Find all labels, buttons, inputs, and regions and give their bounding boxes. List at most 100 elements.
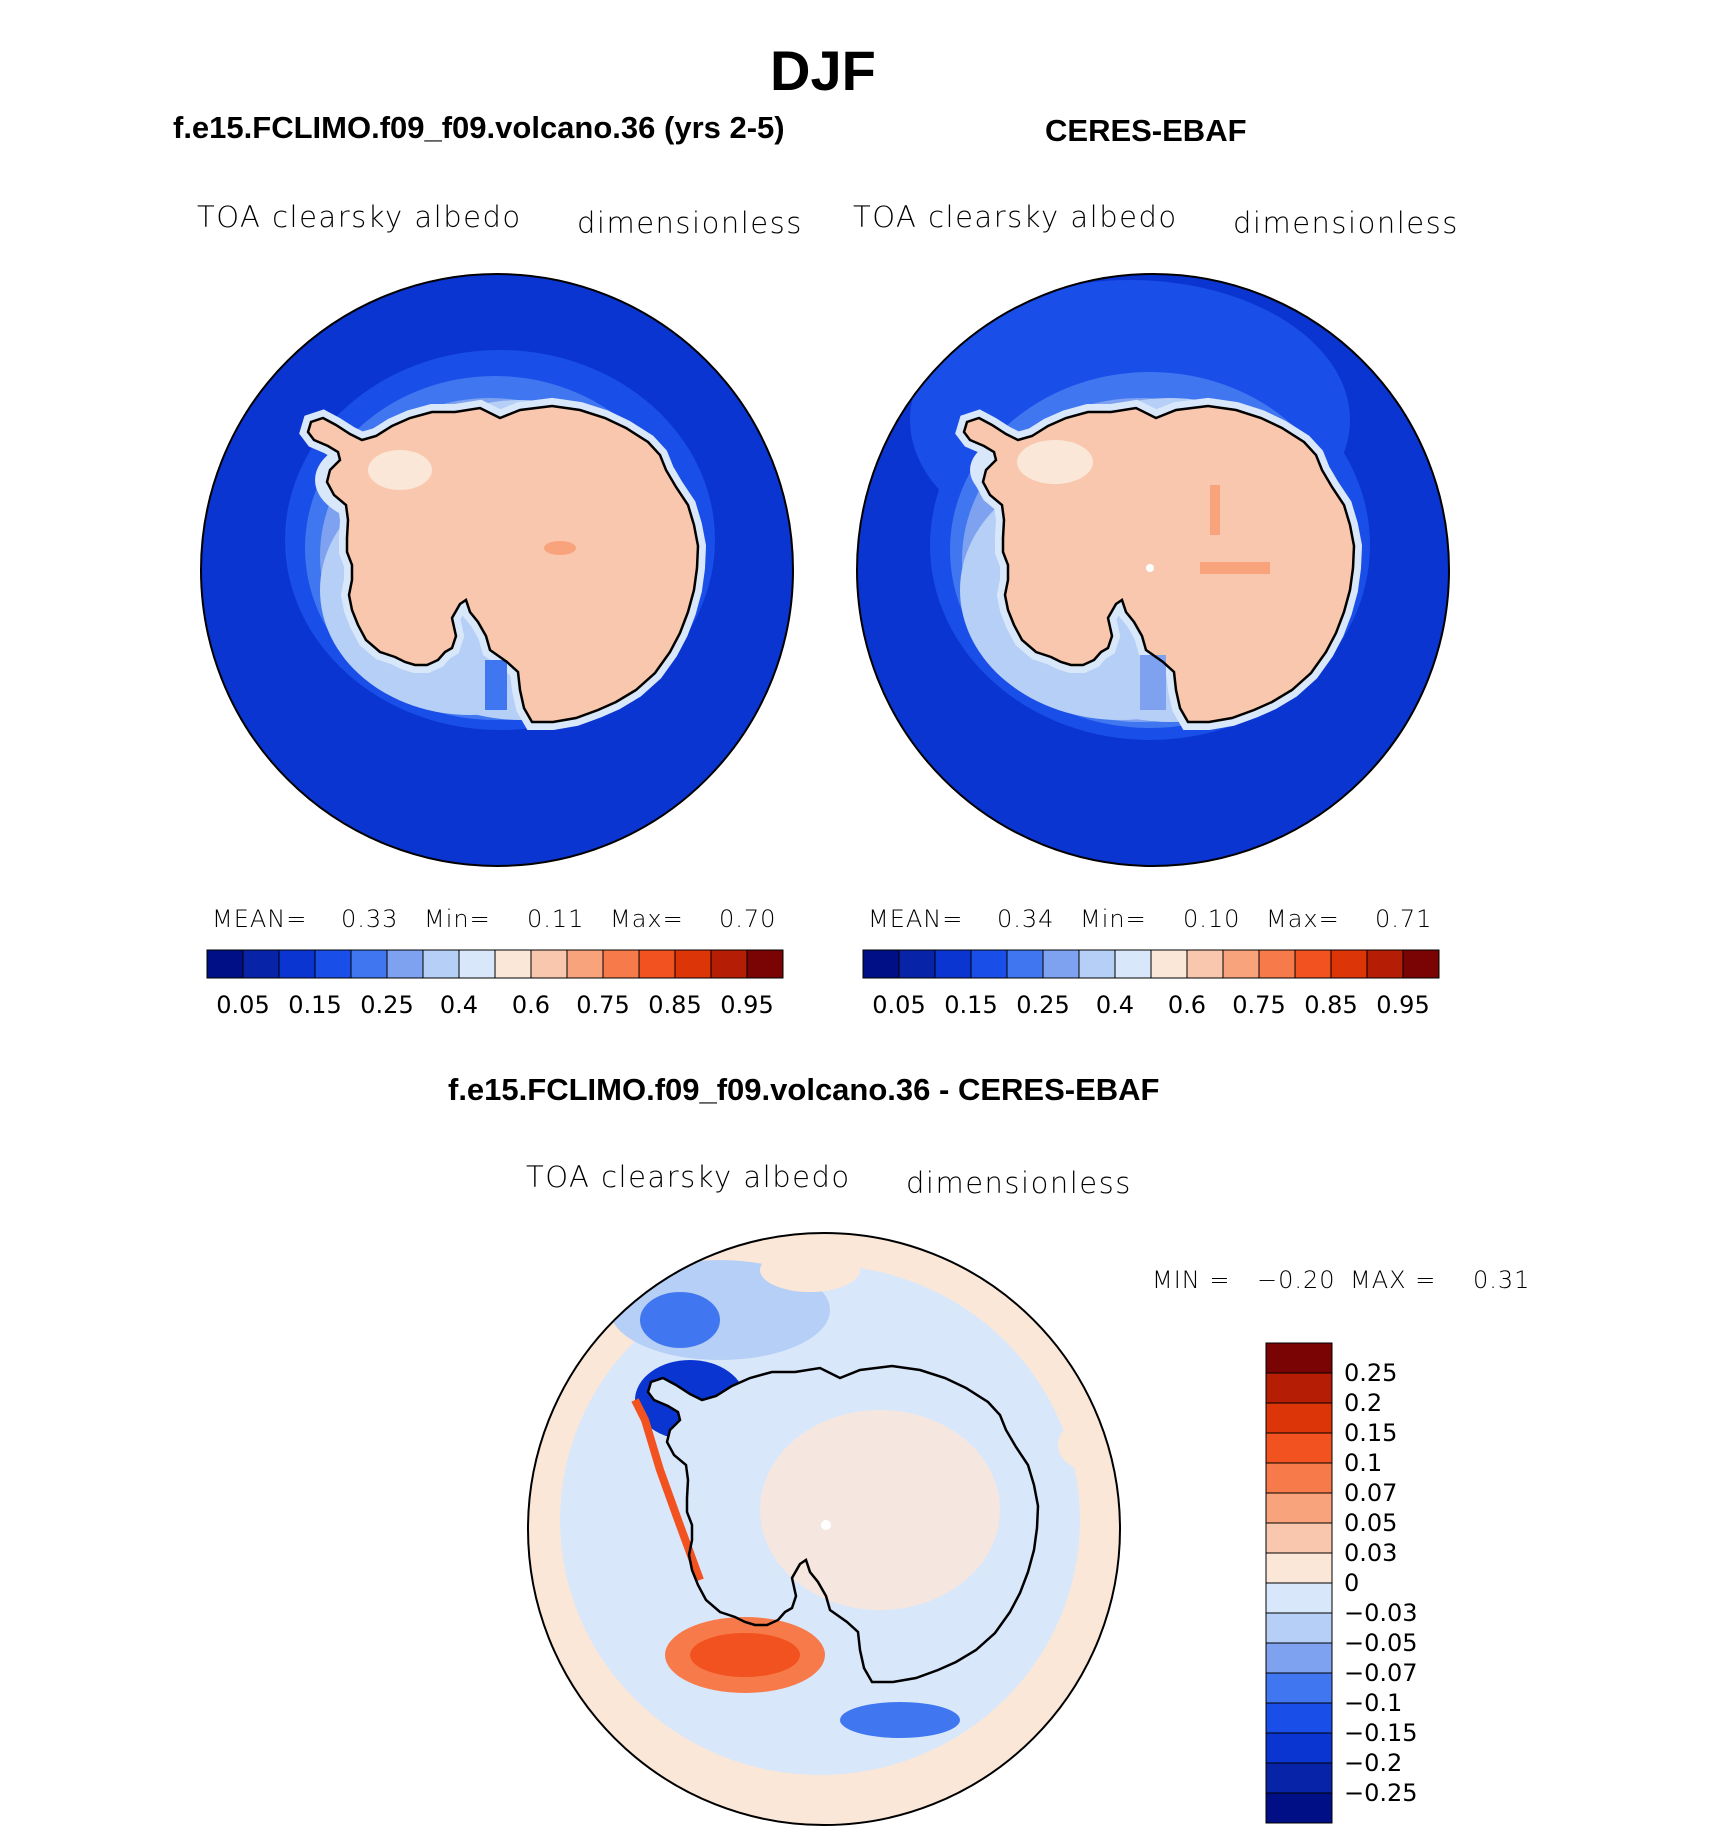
left-colorbar: 0.05 0.15 0.25 0.4 0.6 0.75 0.85 0.95: [206, 949, 784, 1019]
colorbar-swatch: [1222, 949, 1260, 979]
diff-min-value: −0.20: [1257, 1266, 1336, 1294]
colorbar-swatch: [1258, 949, 1296, 979]
left-min-value: 0.11: [527, 905, 585, 933]
colorbar-swatch: [1294, 949, 1332, 979]
colorbar-swatch: [278, 949, 316, 979]
right-max-label: Max=: [1266, 905, 1340, 933]
colorbar-tick-label: 0.85: [648, 991, 701, 1019]
colorbar-swatch: [1265, 1732, 1333, 1764]
colorbar-swatch: [1078, 949, 1116, 979]
colorbar-swatch: [314, 949, 352, 979]
colorbar-swatch: [1265, 1522, 1333, 1554]
colorbar-swatch: [1265, 1462, 1333, 1494]
right-mean-label: MEAN=: [868, 905, 964, 933]
colorbar-swatch: [602, 949, 640, 979]
left-panel-title: f.e15.FCLIMO.f09_f09.volcano.36 (yrs 2-5…: [173, 110, 785, 145]
colorbar-tick-label: 0.1: [1344, 1449, 1382, 1477]
right-units-label: dimensionless: [1233, 206, 1459, 240]
colorbar-swatch: [1186, 949, 1224, 979]
left-units-label: dimensionless: [577, 206, 803, 240]
colorbar-tick-label: 0.25: [1344, 1359, 1397, 1387]
colorbar-tick-label: 0.4: [440, 991, 478, 1019]
colorbar-swatch: [386, 949, 424, 979]
model-albedo-map: [200, 273, 794, 867]
right-colorbar: 0.05 0.15 0.25 0.4 0.6 0.75 0.85 0.95: [862, 949, 1440, 1019]
colorbar-swatch: [746, 949, 784, 979]
colorbar-swatch: [1265, 1642, 1333, 1674]
diff-units-label: dimensionless: [906, 1166, 1132, 1200]
colorbar-swatch: [530, 949, 568, 979]
colorbar-tick-label: −0.05: [1344, 1629, 1418, 1657]
colorbar-tick-label: 0.03: [1344, 1539, 1397, 1567]
colorbar-swatch: [674, 949, 712, 979]
colorbar-swatch: [1330, 949, 1368, 979]
colorbar-tick-label: 0.6: [1168, 991, 1206, 1019]
colorbar-swatch: [638, 949, 676, 979]
colorbar-swatch: [494, 949, 532, 979]
colorbar-tick-label: 0.2: [1344, 1389, 1382, 1417]
diff-colorbar: 0.250.20.150.10.070.050.030−0.03−0.05 −0.…: [1265, 1342, 1418, 1824]
colorbar-tick-label: 0.6: [512, 991, 550, 1019]
colorbar-swatch: [1265, 1372, 1333, 1404]
colorbar-tick-label: 0.4: [1096, 991, 1134, 1019]
colorbar-swatch: [862, 949, 900, 979]
colorbar-swatch: [1402, 949, 1440, 979]
colorbar-swatch: [1366, 949, 1404, 979]
right-min-label: Min=: [1080, 905, 1147, 933]
left-max-label: Max=: [610, 905, 684, 933]
colorbar-tick-label: 0.05: [1344, 1509, 1397, 1537]
colorbar-tick-label: −0.2: [1344, 1749, 1402, 1777]
colorbar-swatch: [1150, 949, 1188, 979]
colorbar-swatch: [1265, 1702, 1333, 1734]
colorbar-tick-label: 0: [1344, 1569, 1359, 1597]
albedo-difference-map: [527, 1232, 1121, 1826]
colorbar-tick-label: −0.1: [1344, 1689, 1402, 1717]
left-max-value: 0.70: [719, 905, 777, 933]
colorbar-swatch: [1265, 1492, 1333, 1524]
colorbar-tick-label: 0.05: [872, 991, 925, 1019]
colorbar-tick-label: 0.95: [720, 991, 773, 1019]
right-variable-label: TOA clearsky albedo: [853, 200, 1178, 234]
colorbar-swatch: [422, 949, 460, 979]
colorbar-swatch: [1265, 1402, 1333, 1434]
diff-panel-title: f.e15.FCLIMO.f09_f09.volcano.36 - CERES-…: [448, 1072, 1160, 1107]
colorbar-swatch: [458, 949, 496, 979]
ceres-albedo-map: [856, 273, 1450, 867]
colorbar-tick-label: −0.25: [1344, 1779, 1418, 1807]
colorbar-tick-label: 0.95: [1376, 991, 1429, 1019]
colorbar-tick-label: 0.15: [288, 991, 341, 1019]
colorbar-tick-label: 0.25: [360, 991, 413, 1019]
right-max-value: 0.71: [1375, 905, 1433, 933]
colorbar-tick-label: 0.25: [1016, 991, 1069, 1019]
colorbar-swatch: [710, 949, 748, 979]
colorbar-swatch: [1265, 1672, 1333, 1704]
colorbar-swatch: [206, 949, 244, 979]
colorbar-tick-label: −0.03: [1344, 1599, 1418, 1627]
colorbar-swatch: [934, 949, 972, 979]
colorbar-swatch: [1265, 1552, 1333, 1584]
colorbar-swatch: [1265, 1762, 1333, 1794]
left-variable-label: TOA clearsky albedo: [197, 200, 522, 234]
colorbar-swatch: [1265, 1432, 1333, 1464]
colorbar-tick-label: 0.75: [576, 991, 629, 1019]
diff-variable-label: TOA clearsky albedo: [526, 1160, 851, 1194]
colorbar-swatch: [1265, 1342, 1333, 1374]
diff-min-label: MIN =: [1152, 1266, 1231, 1294]
right-min-value: 0.10: [1183, 905, 1241, 933]
colorbar-swatch: [1042, 949, 1080, 979]
colorbar-tick-label: 0.07: [1344, 1479, 1397, 1507]
colorbar-swatch: [1114, 949, 1152, 979]
colorbar-tick-label: −0.15: [1344, 1719, 1418, 1747]
colorbar-tick-label: 0.05: [216, 991, 269, 1019]
diff-max-value: 0.31: [1473, 1266, 1531, 1294]
colorbar-swatch: [970, 949, 1008, 979]
page-title: DJF: [770, 39, 876, 102]
colorbar-tick-label: 0.15: [1344, 1419, 1397, 1447]
colorbar-swatch: [566, 949, 604, 979]
right-panel-title: CERES-EBAF: [1045, 113, 1247, 148]
left-mean-label: MEAN=: [212, 905, 308, 933]
left-min-label: Min=: [424, 905, 491, 933]
colorbar-swatch: [1265, 1582, 1333, 1614]
colorbar-tick-label: 0.15: [944, 991, 997, 1019]
